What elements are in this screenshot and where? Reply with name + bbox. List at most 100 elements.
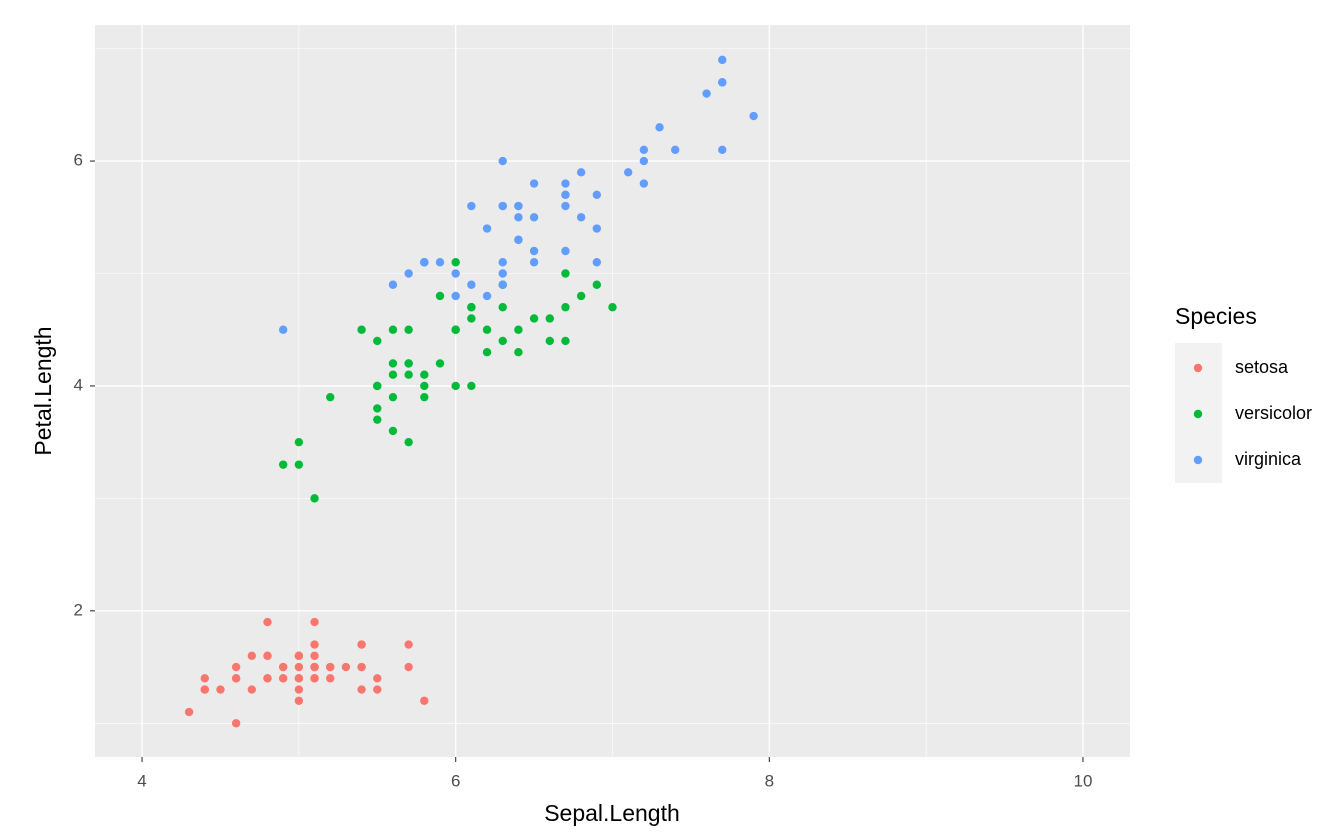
point [357, 640, 366, 649]
point [404, 325, 413, 334]
point [514, 201, 523, 211]
point [404, 370, 413, 379]
point [263, 617, 272, 627]
point [451, 381, 460, 391]
point [498, 280, 507, 289]
point [718, 55, 727, 65]
point [545, 336, 554, 346]
point [278, 460, 288, 469]
point [420, 370, 429, 379]
point [231, 674, 241, 683]
point [200, 685, 209, 694]
point [388, 280, 398, 289]
legend-swatch [1193, 455, 1203, 465]
x-tick-label: 4 [137, 771, 146, 790]
point [561, 336, 570, 346]
point [529, 258, 539, 267]
point [263, 651, 272, 661]
point [326, 392, 335, 402]
point [498, 156, 507, 166]
point [373, 685, 382, 694]
point [247, 651, 257, 661]
point [467, 314, 476, 323]
axes: 4 6 8 10 2 4 6 [74, 151, 1093, 791]
point [529, 246, 539, 256]
point [655, 123, 664, 132]
point [373, 404, 382, 413]
point [671, 145, 680, 155]
point [404, 437, 413, 447]
point [498, 258, 507, 267]
point [388, 370, 398, 379]
point [231, 719, 241, 728]
point [310, 640, 319, 649]
point [263, 674, 272, 683]
point [435, 359, 445, 368]
point [310, 651, 319, 661]
point [420, 392, 429, 402]
points [184, 55, 758, 728]
point [357, 685, 366, 694]
point [529, 213, 539, 222]
point [404, 269, 413, 278]
point [310, 674, 319, 683]
point [388, 392, 398, 402]
point [294, 651, 304, 661]
grid [95, 25, 1130, 757]
point [373, 415, 382, 424]
point [357, 662, 366, 672]
point [639, 145, 649, 155]
point [482, 325, 492, 334]
y-tick-label: 6 [74, 151, 83, 170]
legend-label: versicolor [1235, 403, 1312, 423]
point [498, 336, 507, 346]
point [278, 325, 288, 334]
point [498, 201, 507, 211]
point [435, 291, 445, 301]
x-tick-label: 6 [451, 771, 460, 790]
point [294, 685, 304, 694]
point [184, 707, 194, 717]
y-tick-label: 2 [74, 600, 83, 619]
point [529, 179, 539, 188]
x-tick-label: 10 [1073, 771, 1092, 790]
point [498, 303, 507, 312]
point [529, 314, 539, 323]
point [561, 201, 570, 211]
y-axis-title: Petal.Length [30, 326, 56, 455]
point [514, 348, 523, 357]
point [231, 662, 241, 672]
point [561, 269, 570, 278]
point [514, 325, 523, 334]
point [420, 696, 429, 705]
point [718, 145, 727, 155]
point [373, 674, 382, 683]
point [561, 246, 570, 256]
point [294, 662, 304, 672]
point [341, 662, 351, 672]
point [278, 674, 288, 683]
point [467, 201, 476, 211]
point [498, 269, 507, 278]
point [592, 224, 602, 233]
point [592, 190, 602, 199]
point [294, 696, 304, 705]
point [561, 190, 570, 199]
point [310, 662, 319, 672]
point [592, 280, 602, 289]
point [294, 460, 304, 469]
point [561, 303, 570, 312]
legend-label: setosa [1235, 357, 1289, 377]
point [702, 89, 711, 98]
point [576, 168, 586, 177]
point [357, 325, 366, 334]
point [326, 674, 335, 683]
point [482, 224, 492, 233]
point [467, 381, 476, 391]
point [278, 662, 288, 672]
x-tick-label: 8 [765, 771, 774, 790]
point [216, 685, 225, 694]
legend: Species setosa versicolor virginica [1175, 303, 1312, 483]
point [482, 291, 492, 301]
